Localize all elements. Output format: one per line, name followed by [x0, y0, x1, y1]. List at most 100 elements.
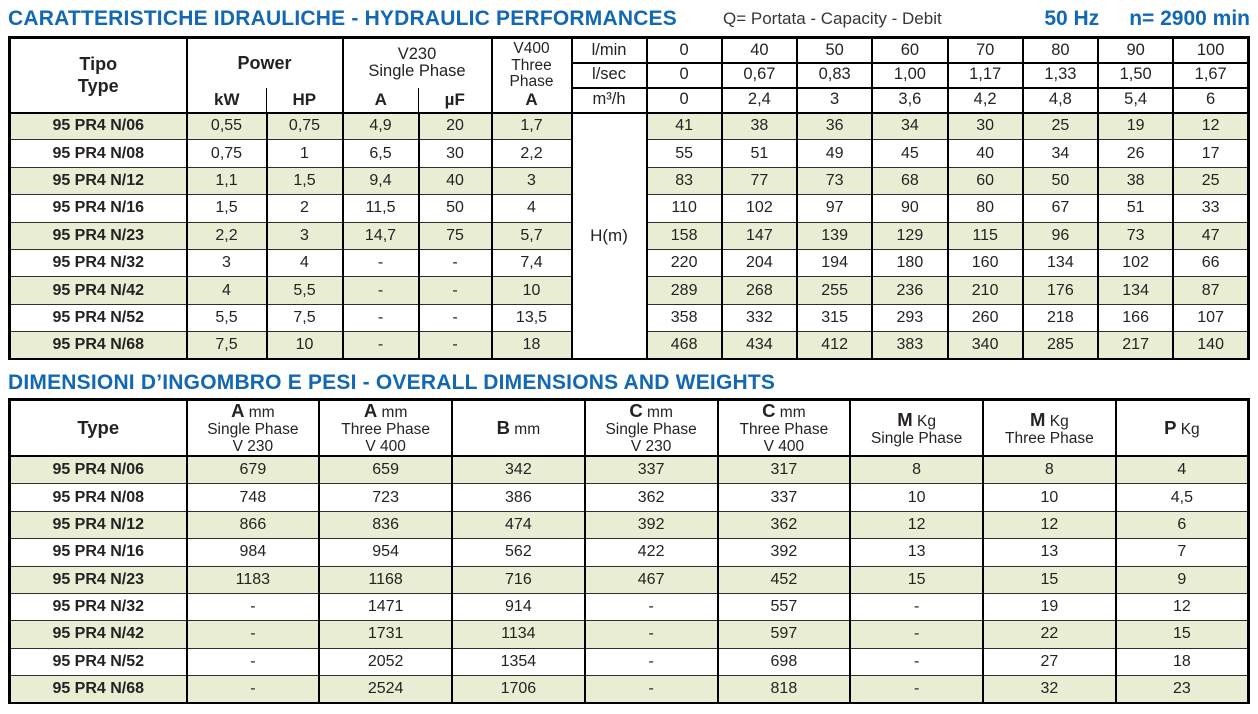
type-column-header: Tipo Type [8, 36, 188, 114]
electrical-value: - [341, 331, 420, 360]
head-value: 34 [871, 111, 949, 141]
pump-type: 95 PR4 N/06 [8, 455, 188, 485]
dim-col-header: M Kg Single Phase [849, 398, 984, 458]
dim-value: 386 [451, 483, 586, 512]
electrical-value: 5,5 [265, 276, 344, 305]
electrical-value: 1,5 [185, 194, 268, 223]
flow-value: 1,67 [1172, 61, 1250, 89]
capacity-label: Q= Portata - Capacity - Debit [722, 9, 942, 28]
flow-value: 1,50 [1096, 61, 1175, 89]
dim-value: 10 [982, 483, 1117, 512]
head-value: 160 [946, 248, 1024, 278]
dim-value: - [849, 675, 984, 704]
dim-value: 597 [716, 620, 852, 649]
electrical-value: 11,5 [341, 194, 420, 223]
dim-col-header: A mm Single Phase V 230 [185, 398, 321, 458]
head-value: 285 [1021, 331, 1100, 360]
dim-value: 12 [982, 510, 1117, 540]
v230-line2: Single Phase [368, 62, 466, 81]
head-value: 47 [1172, 221, 1250, 250]
electrical-value: 13,5 [490, 303, 573, 333]
electrical-value: - [417, 276, 493, 305]
dim-value: - [185, 592, 321, 622]
head-value: 73 [1096, 221, 1175, 250]
dim-col-header: C mm Single Phase V 230 [583, 398, 719, 458]
hydraulic-row: 95 PR4 N/32 3 4- -7,4 220 204 194 180 160 134 102 6… [8, 248, 1250, 278]
v400-amps-label: A [525, 89, 538, 109]
dim-value: 1168 [318, 565, 453, 594]
dim-value: 659 [318, 455, 453, 485]
electrical-value: 50 [417, 194, 493, 223]
pump-type: 95 PR4 N/32 [8, 592, 188, 622]
electrical-value: 5,5 [185, 303, 268, 333]
dimension-row: 95 PR4 N/16 984 954 562 422 392 13 13 7 [8, 538, 1250, 567]
pump-type: 95 PR4 N/08 [8, 139, 188, 168]
dim-col-header: P Kg [1114, 398, 1250, 458]
dim-value: 1706 [451, 675, 586, 704]
head-value: 19 [1096, 111, 1175, 141]
dim-value: 23 [1114, 675, 1250, 704]
electrical-value: - [417, 331, 493, 360]
electrical-value: 14,7 [341, 221, 420, 250]
dim-value: 12 [1114, 592, 1250, 622]
dim-value: 474 [451, 510, 586, 540]
flow-value: 6 [1172, 86, 1250, 114]
dim-value: 698 [716, 647, 852, 677]
dimensions-header: DIMENSIONI D’INGOMBRO E PESI - OVERALL D… [8, 367, 1250, 398]
electrical-value: 3 [265, 221, 344, 250]
dim-value: 562 [451, 538, 586, 567]
dim-value: 362 [716, 510, 852, 540]
dim-value: 467 [583, 565, 719, 594]
pump-type: 95 PR4 N/16 [8, 538, 188, 567]
pump-type: 95 PR4 N/12 [8, 510, 188, 540]
electrical-value: 30 [417, 139, 493, 168]
dimension-row: 95 PR4 N/68-2524 1706-818-32 23 [8, 675, 1250, 704]
pump-type: 95 PR4 N/42 [8, 276, 188, 305]
head-value: 87 [1172, 276, 1250, 305]
flow-value: 1,17 [946, 61, 1024, 89]
flow-value: 0,83 [795, 61, 874, 89]
dim-value: 6 [1114, 510, 1250, 540]
dim-value: 337 [716, 483, 852, 512]
head-value: 468 [645, 331, 723, 360]
dim-value: 679 [185, 455, 321, 485]
electrical-value: - [417, 248, 493, 278]
head-value: 176 [1021, 276, 1100, 305]
frequency-label: 50 Hz [1044, 7, 1100, 30]
dim-value: 748 [185, 483, 321, 512]
electrical-value: 7,5 [185, 331, 268, 360]
dim-value: - [849, 647, 984, 677]
dim-value: 954 [318, 538, 453, 567]
head-value: 293 [871, 303, 949, 333]
flow-value: 3 [795, 86, 874, 114]
hp-header: HP [266, 87, 344, 114]
dim-value: 15 [982, 565, 1117, 594]
head-value: 25 [1021, 111, 1100, 141]
dim-value: 866 [185, 510, 321, 540]
flow-value: 60 [871, 36, 949, 64]
flow-value: 4,2 [946, 86, 1024, 114]
head-value: 97 [795, 194, 874, 223]
electrical-value: 5,7 [490, 221, 573, 250]
hydraulic-row: 95 PR4 N/68 7,5 10- -18 468 434 412 383 340 285 21… [8, 331, 1250, 360]
v230-group-header: V230 Single Phase [341, 36, 493, 88]
dim-value: 32 [982, 675, 1117, 704]
electrical-value: 40 [417, 166, 493, 196]
pump-type: 95 PR4 N/68 [8, 331, 188, 360]
head-value: 80 [946, 194, 1024, 223]
dim-value: - [185, 675, 321, 704]
electrical-value: 0,75 [185, 139, 268, 168]
head-value: 340 [946, 331, 1024, 360]
hydraulic-table-header: Tipo Type Power V230 Single Phase V400 T… [8, 36, 1250, 114]
flow-value: 0,67 [720, 61, 799, 89]
dim-value: 2524 [318, 675, 453, 704]
head-value: 50 [1021, 166, 1100, 196]
flow-value: 0 [645, 86, 723, 114]
head-value: 315 [795, 303, 874, 333]
dim-value: 362 [583, 483, 719, 512]
v400-group-header: V400 Three Phase A [490, 36, 573, 114]
dimension-row: 95 PR4 N/08 748 723 386 362 337 10 10 4,5 [8, 483, 1250, 512]
hydraulic-table-body: 95 PR4 N/06 0,55 0,75 4,9 20 1,7 H(m) 41 38 36 34 3… [8, 111, 1250, 360]
dim-value: 18 [1114, 647, 1250, 677]
head-value: 332 [720, 303, 799, 333]
